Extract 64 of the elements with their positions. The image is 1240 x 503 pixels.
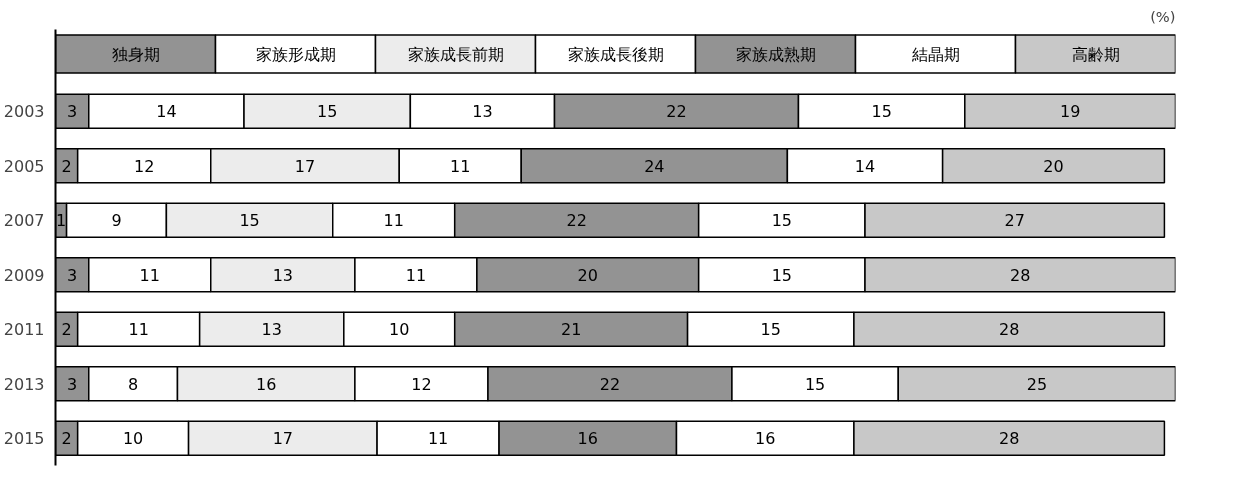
- data-label: 28: [998, 429, 1020, 449]
- data-label: 2: [61, 429, 72, 449]
- data-label: 22: [599, 374, 621, 394]
- data-label: 14: [854, 156, 876, 176]
- text: (%): [1150, 7, 1176, 25]
- data-label: 13: [272, 265, 294, 285]
- data-label: 2: [61, 156, 72, 176]
- text: 家族形成期: [255, 44, 336, 64]
- data-label: 9: [111, 211, 122, 231]
- data-label: 3: [67, 265, 78, 285]
- y-tick-label: 2005: [3, 156, 45, 176]
- data-label: 11: [405, 265, 427, 285]
- data-label: 20: [577, 265, 598, 285]
- data-label: 16: [256, 374, 277, 394]
- y-tick-label: 2007: [3, 211, 45, 231]
- data-label: 19: [1059, 102, 1081, 122]
- series-label: 家族成熟期: [735, 44, 816, 64]
- data-label: 12: [134, 156, 155, 176]
- data-label: 27: [1004, 211, 1025, 231]
- data-label: 16: [755, 429, 776, 449]
- data-label: 8: [128, 374, 139, 394]
- data-label: 15: [317, 102, 338, 122]
- data-label: 24: [644, 156, 665, 176]
- data-label: 10: [122, 429, 144, 449]
- data-label: 11: [128, 320, 149, 340]
- series-label: 高齢期: [1071, 44, 1120, 64]
- data-label: 17: [272, 429, 294, 449]
- data-label: 3: [67, 102, 78, 122]
- data-label: 10: [389, 320, 410, 340]
- text: 独身期: [111, 44, 160, 64]
- data-label: 2: [61, 320, 72, 340]
- y-tick-label: 2003: [3, 102, 45, 122]
- text: 家族成長後期: [567, 44, 664, 64]
- data-label: 15: [804, 374, 826, 394]
- data-label: 22: [666, 102, 687, 122]
- data-label: 22: [566, 211, 587, 231]
- data-label: 13: [472, 102, 493, 122]
- y-tick-label: 2011: [3, 320, 45, 340]
- data-label: 17: [294, 156, 316, 176]
- data-label: 3: [67, 374, 78, 394]
- data-label: 15: [760, 320, 781, 340]
- data-label: 11: [427, 429, 449, 449]
- data-label: 1: [55, 211, 67, 231]
- data-label: 12: [411, 374, 432, 394]
- data-label: 11: [383, 211, 404, 231]
- data-label: 11: [139, 265, 160, 285]
- data-label: 28: [1010, 265, 1031, 285]
- data-label: 28: [998, 320, 1020, 340]
- data-label: 13: [261, 320, 282, 340]
- data-label: 15: [771, 211, 793, 231]
- data-label: 15: [871, 102, 892, 122]
- data-label: 15: [239, 211, 260, 231]
- y-tick-label: 2009: [3, 265, 45, 285]
- series-label: 結晶期: [910, 44, 960, 64]
- data-label: 16: [577, 429, 598, 449]
- data-label: 11: [450, 156, 471, 176]
- y-tick-label: 2013: [3, 374, 45, 394]
- y-tick-label: 2015: [3, 429, 45, 449]
- data-label: 20: [1043, 156, 1064, 176]
- data-label: 21: [560, 320, 582, 340]
- series-label: 家族成長前期: [407, 44, 504, 64]
- data-label: 25: [1026, 374, 1048, 394]
- data-label: 15: [771, 265, 793, 285]
- data-label: 14: [156, 102, 177, 122]
